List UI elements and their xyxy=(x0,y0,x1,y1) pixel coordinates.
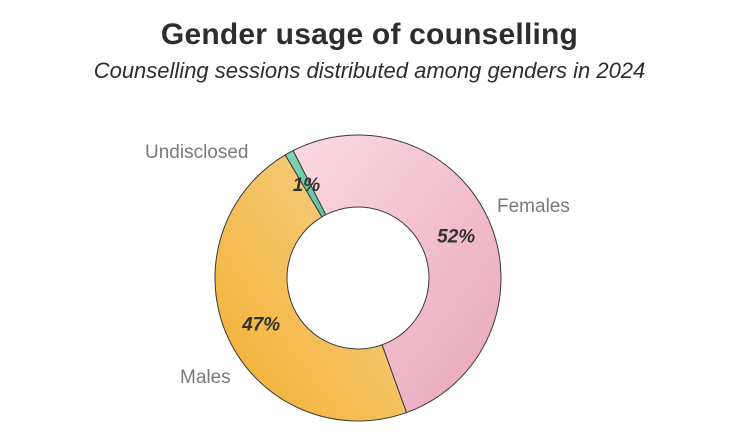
slice-undisclosed[interactable] xyxy=(284,149,327,218)
category-label-females: Females xyxy=(497,196,570,217)
category-label-undisclosed: Undisclosed xyxy=(145,142,249,163)
chart-subtitle: Counselling sessions distributed among g… xyxy=(93,58,646,83)
pct-label-males: 47% xyxy=(241,315,280,336)
pct-label-females: 52% xyxy=(437,227,475,248)
slice-males[interactable] xyxy=(214,154,408,422)
slice-females[interactable] xyxy=(292,134,502,414)
pct-label-undisclosed: 1% xyxy=(293,175,321,196)
category-label-males: Males xyxy=(180,367,231,388)
chart-title: Gender usage of counselling xyxy=(160,18,579,51)
